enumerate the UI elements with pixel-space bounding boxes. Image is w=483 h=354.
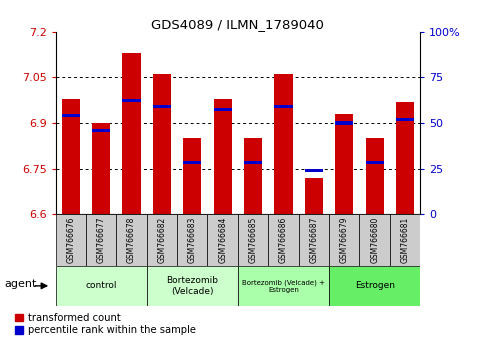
Bar xyxy=(298,214,329,266)
Text: GSM766684: GSM766684 xyxy=(218,217,227,263)
Text: GSM766679: GSM766679 xyxy=(340,217,349,263)
Bar xyxy=(153,74,171,214)
Bar xyxy=(238,214,268,266)
Bar xyxy=(274,74,293,214)
Text: Estrogen: Estrogen xyxy=(355,281,395,290)
Bar xyxy=(213,108,232,111)
Bar xyxy=(183,161,201,164)
Bar xyxy=(305,178,323,214)
Bar xyxy=(213,99,232,214)
Bar xyxy=(359,214,390,266)
Bar xyxy=(390,214,420,266)
Bar xyxy=(147,214,177,266)
Bar xyxy=(366,161,384,164)
Bar xyxy=(335,114,354,214)
Bar xyxy=(56,266,147,306)
Bar xyxy=(396,119,414,121)
Bar xyxy=(92,123,110,214)
Text: control: control xyxy=(85,281,117,290)
Bar xyxy=(208,214,238,266)
Bar xyxy=(268,214,298,266)
Bar xyxy=(244,138,262,214)
Text: GSM766682: GSM766682 xyxy=(157,217,167,263)
Text: GSM766681: GSM766681 xyxy=(400,217,410,263)
Bar xyxy=(396,102,414,214)
Bar xyxy=(183,138,201,214)
Text: GSM766678: GSM766678 xyxy=(127,217,136,263)
Bar xyxy=(86,214,116,266)
Bar xyxy=(366,138,384,214)
Text: GSM766676: GSM766676 xyxy=(66,217,75,263)
Bar xyxy=(62,114,80,117)
Legend: transformed count, percentile rank within the sample: transformed count, percentile rank withi… xyxy=(14,313,196,336)
Text: GSM766683: GSM766683 xyxy=(188,217,197,263)
Text: GSM766677: GSM766677 xyxy=(97,217,106,263)
Bar xyxy=(244,161,262,164)
Bar xyxy=(116,214,147,266)
Bar xyxy=(274,105,293,108)
Bar xyxy=(329,266,420,306)
Bar xyxy=(147,266,238,306)
Text: GSM766685: GSM766685 xyxy=(249,217,257,263)
Bar xyxy=(238,266,329,306)
Title: GDS4089 / ILMN_1789040: GDS4089 / ILMN_1789040 xyxy=(152,18,324,31)
Bar xyxy=(177,214,208,266)
Bar xyxy=(305,169,323,172)
Bar xyxy=(122,99,141,102)
Text: agent: agent xyxy=(4,279,37,289)
Text: GSM766687: GSM766687 xyxy=(309,217,318,263)
Text: Bortezomib
(Velcade): Bortezomib (Velcade) xyxy=(166,276,218,296)
Text: GSM766680: GSM766680 xyxy=(370,217,379,263)
Text: GSM766686: GSM766686 xyxy=(279,217,288,263)
Text: Bortezomib (Velcade) +
Estrogen: Bortezomib (Velcade) + Estrogen xyxy=(242,279,325,293)
Bar xyxy=(56,214,86,266)
Bar xyxy=(329,214,359,266)
Bar xyxy=(122,53,141,214)
Bar xyxy=(62,99,80,214)
Bar xyxy=(92,129,110,132)
Bar xyxy=(153,105,171,108)
Bar xyxy=(335,121,354,125)
